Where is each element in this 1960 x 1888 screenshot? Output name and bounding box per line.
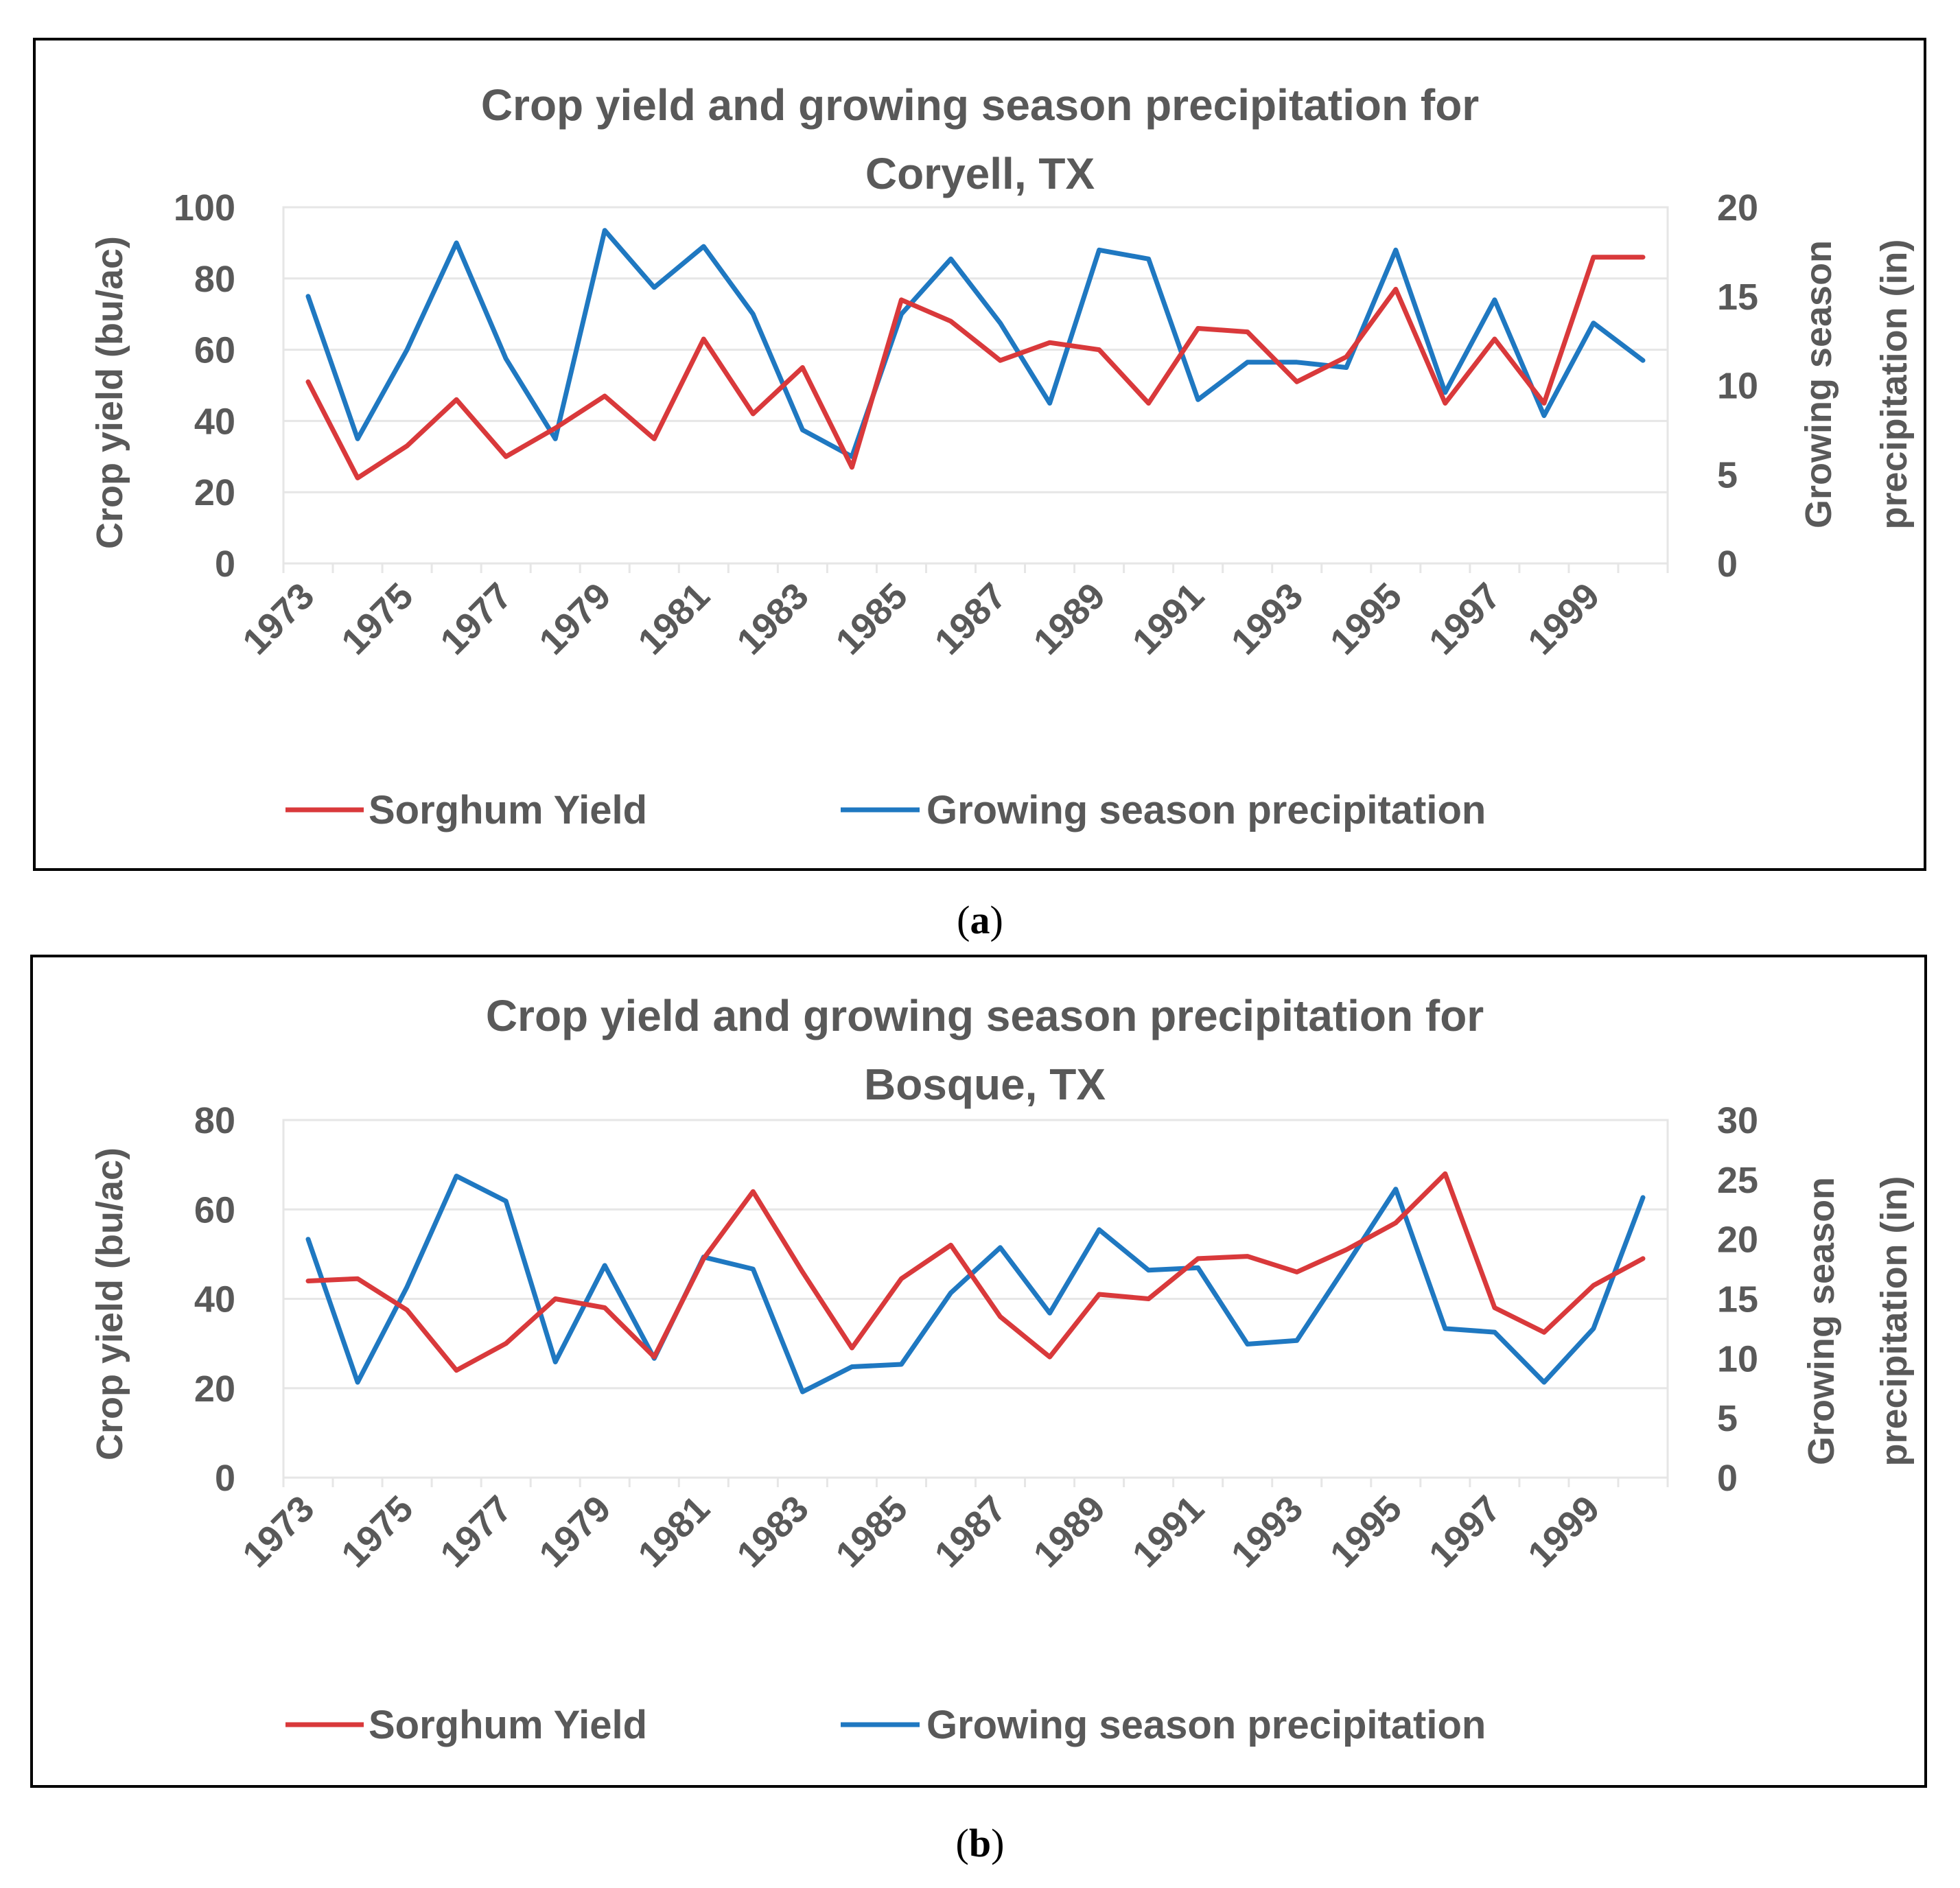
y-tick-label: 40 xyxy=(194,1279,235,1320)
y-axis-title: Crop yield (bu/ac) xyxy=(89,1147,130,1460)
legend: Sorghum Yield Growing season precipitati… xyxy=(285,788,1486,832)
chart-title-line1: Crop yield and growing season precipitat… xyxy=(481,80,1479,130)
y-tick-label: 60 xyxy=(194,1189,235,1231)
chart-title-line2: Coryell, TX xyxy=(865,149,1095,198)
y2-tick-label: 15 xyxy=(1717,1279,1758,1320)
panel-a: Crop yield and growing season precipitat… xyxy=(33,38,1926,871)
series xyxy=(305,1171,1646,1395)
y2-axis-title-line2: precipitation (in) xyxy=(1874,240,1915,530)
y2-axis-ticks: 0 5 10 15 20 25 30 xyxy=(1717,1100,1758,1499)
y-tick-label: 0 xyxy=(215,1458,235,1499)
y2-tick-label: 10 xyxy=(1717,366,1758,407)
y-tick-label: 60 xyxy=(194,330,235,371)
y2-tick-label: 30 xyxy=(1717,1100,1758,1141)
caption-a: (a) xyxy=(957,898,1003,942)
y-axis-ticks: 0 20 40 60 80 xyxy=(194,1100,235,1499)
legend-label-precip: Growing season precipitation xyxy=(926,788,1486,832)
y-tick-label: 100 xyxy=(174,187,235,229)
panel-b: Crop yield and growing season precipitat… xyxy=(30,955,1927,1788)
legend: Sorghum Yield Growing season precipitati… xyxy=(285,1703,1486,1747)
y-axis-title: Crop yield (bu/ac) xyxy=(89,236,130,549)
series-line-sorghum-yield xyxy=(305,1171,1646,1373)
y2-tick-label: 0 xyxy=(1717,544,1738,585)
chart-title-line1: Crop yield and growing season precipitat… xyxy=(486,991,1484,1040)
y-tick-label: 20 xyxy=(194,472,235,513)
panel-b-frame xyxy=(30,955,1927,1788)
y-tick-label: 80 xyxy=(194,1100,235,1141)
series-line-precipitation xyxy=(305,228,1646,459)
y-tick-label: 0 xyxy=(215,544,235,585)
legend-label-sorghum: Sorghum Yield xyxy=(369,788,647,832)
y2-tick-label: 25 xyxy=(1717,1160,1758,1201)
y2-axis-ticks: 0 5 10 15 20 xyxy=(1717,187,1758,585)
caption-b: (b) xyxy=(956,1821,1005,1865)
legend-label-precip: Growing season precipitation xyxy=(926,1703,1486,1747)
y2-tick-label: 20 xyxy=(1717,187,1758,229)
series-line-precipitation xyxy=(305,1174,1646,1395)
y2-axis-title-line2: precipitation (in) xyxy=(1874,1176,1915,1467)
y-tick-label: 80 xyxy=(194,259,235,300)
y2-tick-label: 0 xyxy=(1717,1458,1738,1499)
y2-tick-label: 20 xyxy=(1717,1220,1758,1261)
y-tick-label: 40 xyxy=(194,401,235,442)
y2-tick-label: 5 xyxy=(1717,454,1738,496)
y-tick-label: 20 xyxy=(194,1368,235,1410)
series-line-sorghum-yield xyxy=(305,255,1646,480)
y2-tick-label: 15 xyxy=(1717,277,1758,318)
panel-a-frame xyxy=(33,38,1926,871)
y2-tick-label: 5 xyxy=(1717,1398,1738,1439)
chart-title-line2: Bosque, TX xyxy=(864,1060,1106,1109)
legend-label-sorghum: Sorghum Yield xyxy=(369,1703,647,1747)
series xyxy=(305,228,1646,480)
y2-axis-title-line1: Growing season xyxy=(1798,240,1839,528)
y2-tick-label: 10 xyxy=(1717,1338,1758,1379)
y2-axis-title-line1: Growing season xyxy=(1801,1177,1842,1465)
y-axis-ticks: 0 20 40 60 80 100 xyxy=(174,187,235,585)
